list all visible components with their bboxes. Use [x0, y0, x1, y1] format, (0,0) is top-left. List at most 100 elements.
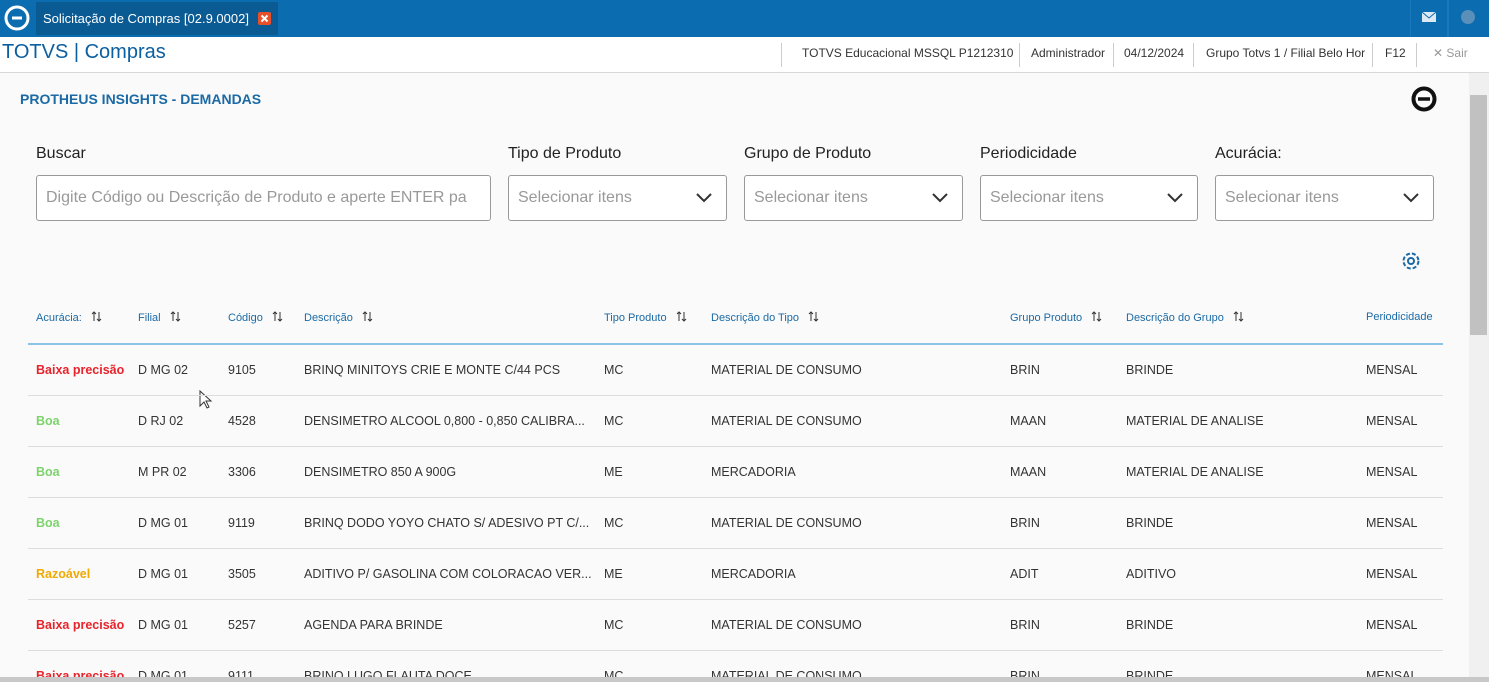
table-cell: D MG 01 [138, 516, 189, 530]
table-cell: 4528 [228, 414, 256, 428]
status-item: TOTVS Educacional MSSQL P1212310 [802, 46, 1014, 60]
table-cell: AGENDA PARA BRINDE [304, 618, 443, 632]
column-header[interactable]: Descrição do Tipo [711, 311, 819, 324]
table-cell: MENSAL [1366, 618, 1418, 632]
exit-button[interactable]: ✕ Sair [1433, 46, 1468, 60]
accuracy-cell: Razoável [36, 567, 91, 581]
filter-input[interactable]: Selecionar itens [980, 175, 1198, 221]
column-title: Grupo Produto [1010, 312, 1083, 324]
row-divider [28, 650, 1443, 651]
sort-icon[interactable] [676, 311, 687, 322]
table-cell: MENSAL [1366, 669, 1418, 677]
column-title: Periodicidade [1366, 311, 1433, 323]
filter-input[interactable]: Selecionar itens [508, 175, 727, 221]
table-cell: MATERIAL DE CONSUMO [711, 516, 862, 530]
table-cell: MENSAL [1366, 567, 1418, 581]
content: PROTHEUS INSIGHTS - DEMANDAS Buscar Digit… [0, 73, 1469, 677]
mail-icon[interactable] [1422, 12, 1436, 22]
sort-icon[interactable] [1091, 311, 1102, 322]
dropdown-arrow [1167, 193, 1183, 203]
filter-input[interactable]: Selecionar itens [744, 175, 963, 221]
separator [1372, 43, 1373, 67]
table-cell: DENSIMETRO ALCOOL 0,800 - 0,850 CALIBRA.… [304, 414, 585, 428]
top-bar: Solicitação de Compras [02.9.0002] [0, 0, 1489, 37]
table-cell: MC [604, 669, 624, 677]
table-cell: MENSAL [1366, 465, 1418, 479]
dropdown-arrow [1403, 193, 1419, 203]
column-title: Tipo Produto [604, 312, 667, 324]
dropdown-arrow [932, 193, 948, 203]
table-cell: MATERIAL DE ANALISE [1126, 465, 1264, 479]
status-item[interactable]: F12 [1385, 46, 1406, 60]
row-divider [28, 497, 1443, 498]
table-cell: MENSAL [1366, 414, 1418, 428]
table-cell: ME [604, 567, 623, 581]
placeholder: Selecionar itens [1225, 189, 1339, 206]
table-cell: ME [604, 465, 623, 479]
column-header[interactable]: Tipo Produto [604, 311, 687, 324]
accuracy-cell: Baixa precisão [36, 618, 125, 632]
table-cell: D MG 01 [138, 669, 189, 677]
tab[interactable]: Solicitação de Compras [02.9.0002] [36, 2, 278, 35]
filter-input[interactable]: Digite Código ou Descrição de Produto e … [36, 175, 491, 221]
column-header[interactable]: Descrição [304, 311, 373, 324]
exit-label: Sair [1446, 46, 1468, 60]
table-cell: 9119 [228, 516, 255, 530]
table-cell: BRINDE [1126, 669, 1174, 677]
tab-close[interactable] [258, 12, 271, 25]
column-header[interactable]: Código [228, 311, 283, 324]
dropdown-arrow [696, 193, 712, 203]
table-cell: BRIN [1010, 669, 1040, 677]
table-cell: MC [604, 363, 624, 377]
header: TOTVS | Compras TOTVS Educacional MSSQL … [0, 37, 1489, 73]
column-header[interactable]: Grupo Produto [1010, 311, 1102, 324]
table-cell: MC [604, 414, 624, 428]
column-title: Código [228, 312, 263, 324]
table-cell: BRIN [1010, 363, 1040, 377]
column-header[interactable]: Filial [138, 311, 181, 324]
column-header[interactable]: Descrição do Grupo [1126, 311, 1244, 324]
placeholder: Selecionar itens [990, 189, 1104, 206]
table-cell: MATERIAL DE CONSUMO [711, 414, 862, 428]
sort-icon[interactable] [272, 311, 283, 322]
filter-label: Acurácia: [1215, 145, 1282, 162]
help-icon[interactable] [1461, 10, 1475, 24]
scrollbar[interactable] [1469, 73, 1489, 677]
settings-icon[interactable] [1400, 250, 1422, 272]
table-cell: MATERIAL DE CONSUMO [711, 669, 862, 677]
table-cell: BRINDE [1126, 516, 1174, 530]
filter-input[interactable]: Selecionar itens [1215, 175, 1434, 221]
column-header[interactable]: Acurácia: [36, 311, 102, 324]
table-cell: BRINQ LUGO FLAUTA DOCE [304, 669, 472, 677]
accuracy-cell: Baixa precisão [36, 669, 125, 677]
separator [1019, 43, 1020, 67]
sort-icon[interactable] [91, 311, 102, 322]
top-icons [1410, 0, 1475, 37]
placeholder: Digite Código ou Descrição de Produto e … [46, 189, 467, 206]
column-header[interactable]: Periodicidade [1366, 311, 1433, 323]
table-cell: MAAN [1010, 414, 1047, 428]
table-cell: 3306 [228, 465, 256, 479]
header-rule [28, 343, 1443, 345]
table-cell: 9111 [228, 669, 254, 677]
row-divider [28, 548, 1443, 549]
scroll-thumb[interactable] [1470, 95, 1487, 335]
table-cell: D MG 02 [138, 363, 189, 377]
separator [781, 43, 782, 67]
table-cell: ADITIVO P/ GASOLINA COM COLORACAO VER... [304, 567, 592, 581]
table-cell: BRIN [1010, 516, 1040, 530]
sort-icon[interactable] [1233, 311, 1244, 322]
mouse-cursor [199, 390, 213, 409]
placeholder: Selecionar itens [518, 189, 632, 206]
app-title: TOTVS | Compras [2, 41, 166, 63]
table-cell: MATERIAL DE CONSUMO [711, 363, 862, 377]
sort-icon[interactable] [362, 311, 373, 322]
column-title: Filial [138, 312, 161, 324]
sort-icon[interactable] [808, 311, 819, 322]
table-cell: MERCADORIA [711, 567, 796, 581]
column-title: Acurácia: [36, 312, 82, 324]
table-cell: MERCADORIA [711, 465, 796, 479]
filter-label: Periodicidade [980, 145, 1077, 162]
table-cell: BRINQ DODO YOYO CHATO S/ ADESIVO PT C/..… [304, 516, 590, 530]
sort-icon[interactable] [170, 311, 181, 322]
